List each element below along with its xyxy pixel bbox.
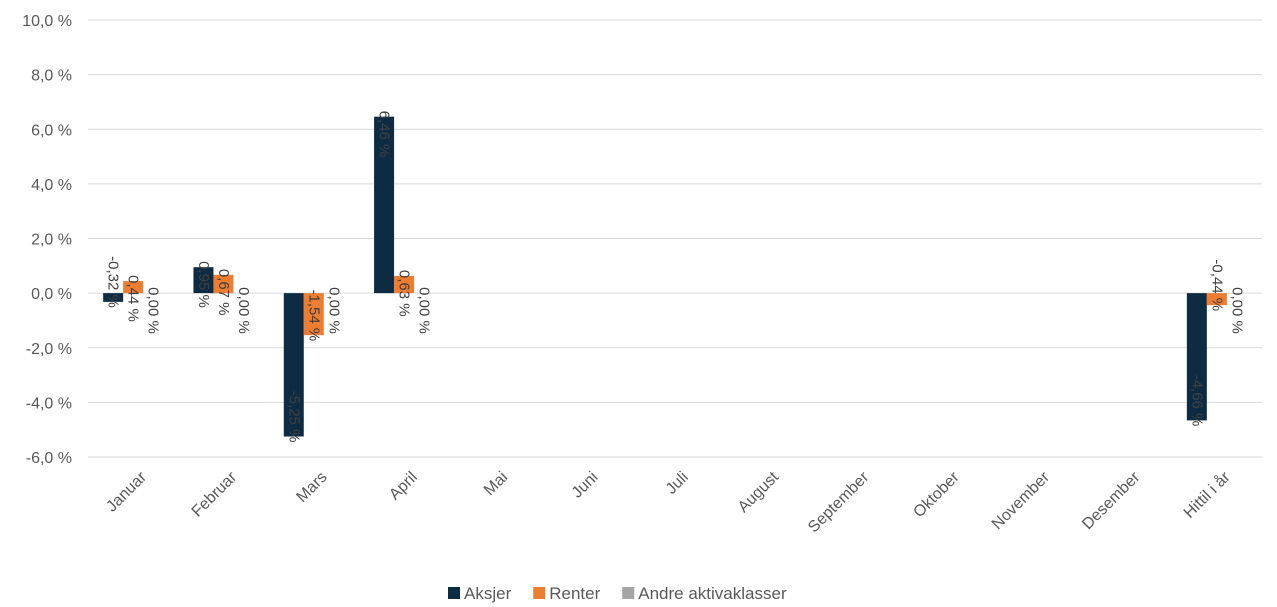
x-tick-label: September — [805, 468, 873, 536]
y-tick-label: 10,0 % — [22, 13, 72, 30]
x-tick-label: Mai — [481, 469, 511, 499]
data-label: 0,00 % — [235, 287, 252, 334]
x-tick-label: Juli — [663, 469, 692, 498]
x-tick-label: Desember — [1079, 468, 1144, 533]
x-tick-label: November — [989, 468, 1054, 533]
y-tick-label: 6,0 % — [31, 122, 72, 139]
legend-label: Andre aktivaklasser — [638, 584, 787, 603]
y-tick-label: -4,0 % — [26, 395, 72, 412]
bar-aksjer — [374, 116, 395, 294]
legend-label: Aksjer — [464, 584, 512, 603]
data-label: 0,00 % — [416, 287, 433, 334]
x-tick-label: August — [735, 468, 783, 516]
data-label: 0,00 % — [145, 287, 162, 334]
y-tick-label: 4,0 % — [31, 177, 72, 194]
y-tick-label: 2,0 % — [31, 232, 72, 249]
bar-renter — [213, 274, 234, 294]
x-tick-label: Juni — [569, 469, 602, 502]
x-tick-label: April — [386, 469, 421, 504]
x-tick-label: Oktober — [910, 468, 963, 521]
data-label: -5,25 % — [285, 391, 302, 443]
data-label: 0,63 % — [396, 270, 413, 317]
data-label: -1,54 % — [305, 289, 322, 341]
bar-renter — [1206, 293, 1227, 306]
x-tick-label: Mars — [293, 469, 330, 506]
legend-label: Renter — [549, 584, 600, 603]
data-label: 0,00 % — [1228, 287, 1245, 334]
data-label: 6,46 % — [376, 111, 393, 158]
data-label: -4,66 % — [1188, 375, 1205, 427]
bar-aksjer — [103, 293, 124, 302]
bar-renter — [303, 293, 324, 336]
y-tick-label: 0,0 % — [31, 286, 72, 303]
y-tick-label: -2,0 % — [26, 341, 72, 358]
data-label: 0,44 % — [125, 275, 142, 322]
data-label: 0,95 % — [195, 261, 212, 308]
bar-aksjer — [283, 293, 304, 437]
bar-renter — [394, 275, 415, 294]
legend-swatch — [533, 587, 546, 599]
y-tick-label: 8,0 % — [31, 68, 72, 85]
x-tick-label: Februar — [189, 468, 241, 520]
y-tick-label: -6,0 % — [26, 450, 72, 467]
data-label: 0,00 % — [325, 287, 342, 334]
data-label: -0,44 % — [1208, 259, 1225, 311]
bar-renter — [123, 281, 144, 294]
data-label: 0,67 % — [215, 269, 232, 316]
bar-aksjer — [1186, 293, 1207, 421]
x-tick-label: Hittil i år — [1180, 468, 1234, 522]
x-tick-label: Januar — [103, 468, 150, 515]
bar-aksjer — [193, 267, 214, 294]
data-label: -0,32 % — [105, 256, 122, 308]
legend-swatch — [448, 587, 460, 599]
legend-swatch — [622, 587, 635, 599]
